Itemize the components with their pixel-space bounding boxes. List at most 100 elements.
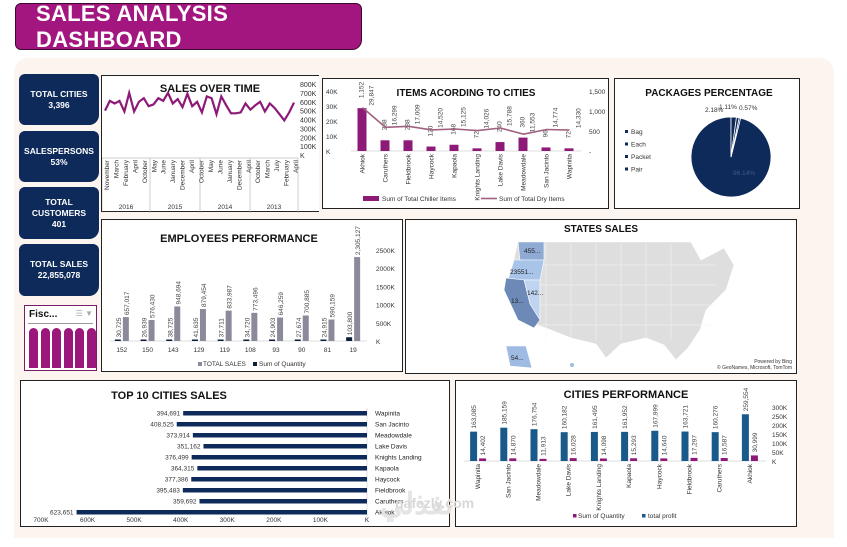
profit-bar	[621, 431, 629, 461]
x-tick-label: 500K	[127, 517, 143, 524]
profit-bar	[560, 432, 568, 461]
cities-performance-card: CITIES PERFORMANCE 300K 250K 200K 150K 100K 50…	[455, 380, 797, 527]
x-tick-label: 100K	[313, 517, 329, 524]
quantity-bar	[509, 458, 517, 461]
profit-data-label: 163,721	[683, 405, 690, 429]
x-tick-label: December	[180, 159, 187, 190]
y-tick-left: 20K	[326, 119, 338, 126]
legend-swatch	[625, 155, 628, 158]
city-sales-bar	[199, 499, 367, 504]
quantity-bar	[750, 455, 758, 461]
multi-select-icon[interactable]: ☰	[75, 309, 83, 318]
packages-percentage-card: PACKAGES PERCENTAGE 96.14% 2.18% 1.11% 0.57%…	[614, 78, 800, 209]
quantity-bar	[217, 339, 224, 341]
legend-label: Each	[631, 142, 646, 149]
legend-label: Bag	[631, 129, 643, 136]
kpi-value: 3,396	[48, 99, 70, 110]
data-label: 376,499	[165, 455, 189, 462]
chart-title: ITEMS ACORDING TO CITIES	[397, 88, 536, 99]
y-tick-label: 500K	[376, 321, 392, 328]
profit-bar	[651, 430, 659, 461]
total-sales-bar	[122, 317, 129, 341]
city-sales-bar	[176, 422, 367, 427]
quantity-data-label: 15,293	[631, 435, 638, 455]
quantity-data-label: 17,297	[692, 435, 699, 455]
data-label: 623,651	[50, 510, 74, 517]
slicer-item[interactable]	[75, 328, 84, 368]
kpi-salespersons: SALESPERSONS 53%	[19, 131, 99, 182]
legend-label-total-sales: TOTAL SALES	[203, 361, 247, 368]
quantity-bar	[690, 457, 698, 461]
data-label: 373,914	[166, 433, 190, 440]
quantity-bar	[166, 339, 173, 341]
dry-items-line	[361, 106, 570, 136]
y-tick-label: 250K	[772, 414, 788, 421]
slicer-item[interactable]	[52, 328, 61, 368]
x-tick-label: 93	[272, 347, 280, 354]
fiscal-year-slicer[interactable]: Fisc... ☰ ▼	[24, 305, 97, 371]
sales-line	[104, 88, 295, 123]
x-tick-label: Akhiok	[360, 153, 367, 173]
year-label: 2014	[218, 204, 233, 211]
chiller-data-label: 72	[566, 131, 573, 139]
data-label: 351,162	[177, 444, 201, 451]
data-label: 377,386	[165, 477, 189, 484]
chiller-data-label: 120	[428, 125, 435, 136]
y-tick-label: Knights Landing	[375, 455, 422, 462]
quantity-data-label: 24,915	[321, 317, 328, 337]
kpi-label: TOTAL CUSTOMERS	[31, 196, 87, 218]
map-region-california	[503, 277, 541, 329]
x-tick-label: Haycock	[656, 463, 663, 489]
y-tick-left: 10K	[326, 134, 338, 141]
profit-data-label: 176,754	[532, 402, 539, 426]
clear-filter-icon[interactable]: ▼	[85, 309, 93, 318]
slicer-item[interactable]	[40, 328, 50, 368]
y-tick-label: 500K	[300, 109, 317, 116]
x-tick-label: 19	[350, 347, 358, 354]
y-tick-label: 300K	[300, 126, 317, 133]
chiller-data-label: 1,152	[359, 81, 366, 98]
quantity-data-label: 14,402	[480, 435, 487, 455]
chiller-bar	[380, 140, 390, 151]
dry-data-label: 29,847	[369, 85, 376, 105]
pie-slice-pair	[730, 117, 742, 158]
slicer-item[interactable]	[29, 328, 38, 368]
total-sales-bar	[199, 308, 206, 341]
x-tick-label: April	[293, 159, 300, 173]
y-tick-left: K	[326, 149, 331, 156]
quantity-bar	[630, 458, 638, 461]
slicer-item[interactable]	[63, 328, 73, 368]
data-label: 395,483	[156, 488, 180, 495]
profit-bar	[500, 427, 508, 461]
sales-data-label: 2,305,127	[355, 226, 362, 255]
y-tick-label: Kapaola	[375, 466, 399, 473]
legend-swatch-chiller	[363, 196, 379, 201]
map-credit-geonames: © GeoNames, Microsoft, TomTom	[717, 364, 792, 371]
slicer-item[interactable]	[86, 328, 96, 368]
quantity-data-label: 37,711	[219, 318, 226, 338]
kpi-label: TOTAL CITIES	[30, 88, 88, 99]
slicer-toolbar: ☰ ▼	[76, 309, 93, 318]
city-sales-bar	[197, 466, 367, 471]
y-tick-label: Wapinita	[375, 411, 400, 418]
chart-title: SALES OVER TIME	[160, 83, 260, 95]
y-tick-label: K	[772, 459, 777, 466]
y-tick-label: 800K	[300, 82, 317, 89]
x-tick-label: Knights Landing	[596, 464, 603, 511]
x-tick-label: 81	[324, 347, 332, 354]
x-tick-label: January	[227, 159, 234, 183]
quantity-data-label: 16,028	[571, 435, 578, 455]
y-tick-label: Caruthers	[375, 499, 404, 506]
x-tick-label: 129	[194, 347, 205, 354]
sales-data-label: 773,496	[252, 287, 259, 311]
states-sales-map[interactable]: 455... 23551... 142...13... 54... Powered by…	[406, 220, 798, 375]
chiller-bar	[541, 147, 551, 151]
x-tick-label: June	[217, 160, 224, 174]
x-tick-label: February	[284, 159, 291, 186]
chiller-bar	[449, 144, 459, 151]
y-tick-label: Lake Davis	[375, 444, 408, 451]
legend-label-quantity: Sum of Quantity	[578, 513, 625, 520]
x-tick-label: December	[236, 159, 243, 190]
